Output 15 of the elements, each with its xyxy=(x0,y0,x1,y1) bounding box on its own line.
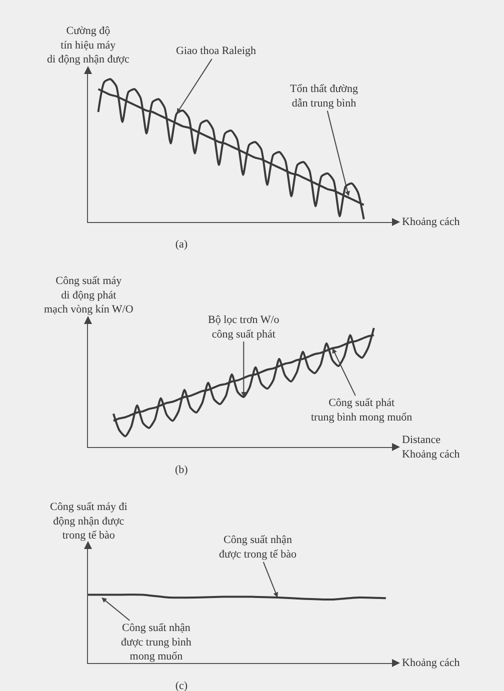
annotation: Tổn thất đường dẫn trung bình xyxy=(290,83,358,110)
text: (a) xyxy=(175,238,188,250)
x-axis-title: Khoảng cách xyxy=(402,216,460,228)
text: Giao thoa Raleigh xyxy=(176,45,257,57)
text: (b) xyxy=(175,464,188,476)
text: (c) xyxy=(175,680,188,691)
annotation: Bộ lọc trơn W/o công suất phát xyxy=(208,314,280,340)
y-axis-title: Công suất máy đi động nhận được trong tế bào xyxy=(50,501,128,542)
annotation: Công suất phát trung bình mong muốn xyxy=(311,397,413,424)
y-axis-title: Công suất máy di động phát mạch vòng kín W/O xyxy=(44,275,134,316)
x-axis-title: Distance Khoảng cách xyxy=(402,434,460,460)
y-axis-title: Cường độ tín hiệu máy di động nhận được xyxy=(47,25,130,66)
x-axis-title: Khoảng cách xyxy=(402,657,460,669)
annotation: Công suất nhận được trung bình mong muốn xyxy=(121,622,192,663)
text: Công suất nhận được trong tế bào xyxy=(219,534,297,560)
